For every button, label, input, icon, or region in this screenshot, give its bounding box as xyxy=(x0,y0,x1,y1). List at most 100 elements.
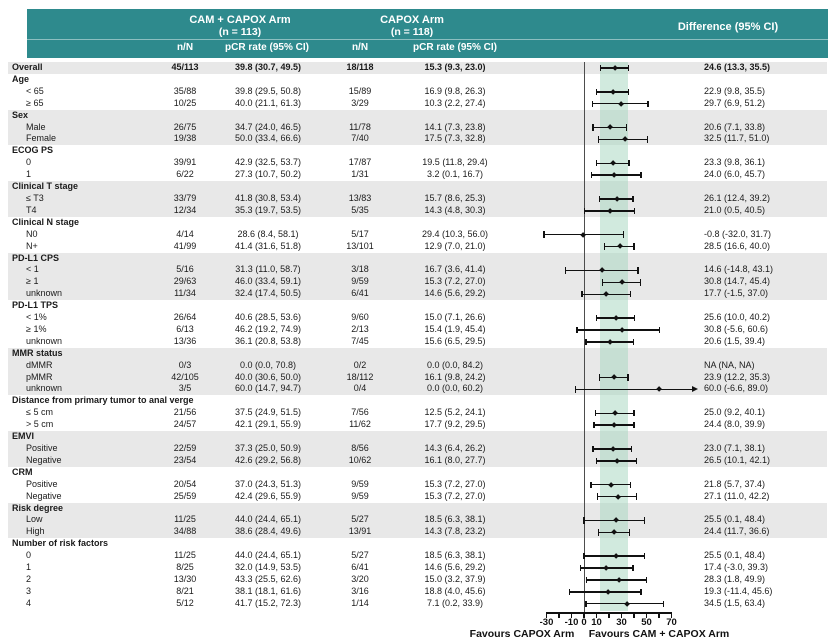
difference-value: 24.4 (11.7, 36.6) xyxy=(704,526,770,537)
cam-pcr-value: 37.5 (24.9, 51.5) xyxy=(234,407,302,418)
difference-value: NA (NA, NA) xyxy=(704,359,755,370)
cam-pcr-value: 37.3 (25.0, 50.9) xyxy=(234,443,302,453)
cam-pcr-value: 39.8 (29.5, 50.8) xyxy=(234,85,302,96)
arm1-title: CAM + CAPOX Arm xyxy=(189,14,291,26)
difference-value: 25.5 (0.1, 48.4) xyxy=(704,550,766,561)
subgroup-table-body: Overall 45/113 39.8 (30.7, 49.5) 18/118 15.3… xyxy=(8,62,828,610)
capox-pcr-value: 18.5 (6.3, 38.1) xyxy=(424,550,486,561)
cam-pcr-value: 44.0 (24.4, 65.1) xyxy=(234,550,302,561)
subgroup-header-row: CRM xyxy=(8,466,827,479)
cam-nn-value: 34/88 xyxy=(173,526,197,537)
cam-pcr-value: 42.1 (29.1, 55.9) xyxy=(234,419,302,430)
difference-value: 30.8 (-5.6, 60.6) xyxy=(704,323,769,334)
capox-nn-value: 10/62 xyxy=(348,454,372,465)
subgroup-label: dMMR xyxy=(26,359,53,370)
capox-nn-value: 5/35 xyxy=(351,204,369,215)
table-row: Negative 23/54 42.6 (29.2, 56.8) 10/62 16.1 … xyxy=(8,454,827,467)
cam-nn-value: 41/99 xyxy=(173,240,197,251)
ci-lower-cap xyxy=(569,588,571,596)
capox-pcr-value: 29.4 (10.3, 56.0) xyxy=(421,228,489,239)
cam-pcr-value: 39.8 (30.7, 49.5) xyxy=(234,62,302,72)
capox-pcr-value: 19.5 (11.8, 29.4) xyxy=(422,157,488,168)
ci-lower-cap xyxy=(595,88,597,95)
capox-nn-value: 7/45 xyxy=(351,335,369,346)
subgroup-label: Female xyxy=(26,133,57,144)
ci-right-arrow xyxy=(692,385,698,392)
subgroup-label: 0 xyxy=(26,550,32,561)
capox-pcr-value: 7.1 (0.2, 33.9) xyxy=(426,597,484,608)
point-estimate-marker xyxy=(613,195,620,202)
cam-pcr-value: 50.0 (33.4, 66.6) xyxy=(234,133,302,144)
cam-nn-value: 22/59 xyxy=(173,443,197,453)
ci-upper-cap xyxy=(637,267,639,274)
capox-pcr-value: 15.3 (9.3, 23.0) xyxy=(424,62,486,72)
ci-plot-cell xyxy=(518,586,700,598)
capox-pcr-value: 16.1 (9.8, 24.2) xyxy=(424,371,486,382)
subgroup-header-label: EMVI xyxy=(12,431,35,442)
ci-upper-cap xyxy=(633,314,635,322)
point-estimate-marker xyxy=(611,172,617,179)
subgroup-header-label: MMR status xyxy=(12,347,63,358)
point-estimate-marker xyxy=(603,291,610,298)
cam-nn-value: 3/5 xyxy=(178,383,192,394)
capox-nn-value: 3/18 xyxy=(351,264,369,275)
subgroup-label: 0 xyxy=(26,157,32,168)
ci-lower-cap xyxy=(579,564,581,572)
difference-value: 24.6 (13.3, 35.5) xyxy=(704,62,771,72)
x-axis-tick xyxy=(620,612,623,618)
difference-value: 30.8 (14.7, 45.4) xyxy=(704,276,771,287)
point-estimate-marker xyxy=(613,315,619,321)
ci-upper-cap xyxy=(627,64,630,72)
difference-value: 26.1 (12.4, 39.2) xyxy=(704,192,771,203)
table-row: Female 19/38 50.0 (33.4, 66.6) 7/40 17.5 (7.… xyxy=(8,133,827,146)
ci-plot-cell xyxy=(518,419,700,431)
difference-value: 21.0 (0.5, 40.5) xyxy=(704,204,766,215)
arm1-pcr-column-header: pCR rate (95% CI) xyxy=(225,42,309,53)
cam-pcr-value: 38.6 (28.4, 49.6) xyxy=(234,526,302,537)
ci-lower-cap xyxy=(585,600,587,607)
cam-pcr-value: 27.3 (10.7, 50.2) xyxy=(234,169,302,180)
cam-pcr-value: 32.4 (17.4, 50.5) xyxy=(234,288,302,299)
ci-upper-cap xyxy=(643,517,646,524)
header-separator-line xyxy=(27,39,828,40)
capox-nn-value: 3/29 xyxy=(351,97,369,108)
ci-lower-cap xyxy=(597,136,600,143)
capox-nn-value: 2/13 xyxy=(351,323,369,334)
table-row: 1 8/25 32.0 (14.9, 53.5) 6/41 14.6 (5.6, 29.… xyxy=(8,562,827,574)
ci-plot-cell xyxy=(518,86,700,98)
cam-nn-value: 5/12 xyxy=(176,597,194,608)
subgroup-label: N0 xyxy=(26,228,38,239)
capox-nn-value: 11/78 xyxy=(349,121,371,132)
point-estimate-marker xyxy=(614,457,621,464)
table-row: unknown 3/5 60.0 (14.7, 94.7) 0/4 0.0 (0.0, … xyxy=(8,383,827,396)
capox-pcr-value: 14.1 (7.3, 23.8) xyxy=(424,121,486,132)
table-row: 4 5/12 41.7 (15.2, 72.3) 1/14 7.1 (0.2, 33.9… xyxy=(8,597,827,610)
ci-upper-cap xyxy=(629,529,631,536)
capox-pcr-value: 14.6 (5.6, 29.2) xyxy=(424,562,486,573)
capox-nn-value: 9/60 xyxy=(351,312,369,323)
cam-nn-value: 39/91 xyxy=(173,157,197,168)
ci-plot-cell xyxy=(518,336,700,348)
cam-pcr-value: 41.7 (15.2, 72.3) xyxy=(234,597,302,608)
ci-upper-cap xyxy=(662,600,664,607)
point-estimate-marker xyxy=(580,231,586,238)
ci-lower-cap xyxy=(593,421,595,429)
table-row: unknown 11/34 32.4 (17.4, 50.5) 6/41 14.6 (5… xyxy=(8,288,827,301)
cam-pcr-value: 40.0 (21.1, 61.3) xyxy=(234,97,302,108)
ci-lower-cap xyxy=(575,386,577,393)
subgroup-label: pMMR xyxy=(26,371,53,382)
point-estimate-marker xyxy=(606,338,613,345)
difference-value: 60.0 (-6.6, 89.0) xyxy=(704,383,769,394)
ci-lower-cap xyxy=(592,124,594,131)
table-row: 0 39/91 42.9 (32.5, 53.7) 17/87 19.5 (11.8, … xyxy=(8,157,827,170)
ci-upper-cap xyxy=(645,576,648,584)
ci-plot-cell xyxy=(518,455,700,467)
ci-bar xyxy=(575,388,692,391)
cam-pcr-value: 46.0 (33.4, 59.1) xyxy=(234,276,302,287)
capox-nn-value: 5/27 xyxy=(351,514,369,525)
cam-pcr-value: 42.6 (29.2, 56.8) xyxy=(234,454,302,465)
ci-plot-cell xyxy=(518,360,700,372)
table-row: pMMR 42/105 40.0 (30.6, 50.0) 18/112 16.1 (9… xyxy=(8,371,827,384)
ci-plot-cell xyxy=(518,98,700,110)
subgroup-label: ≤ T3 xyxy=(26,192,44,203)
